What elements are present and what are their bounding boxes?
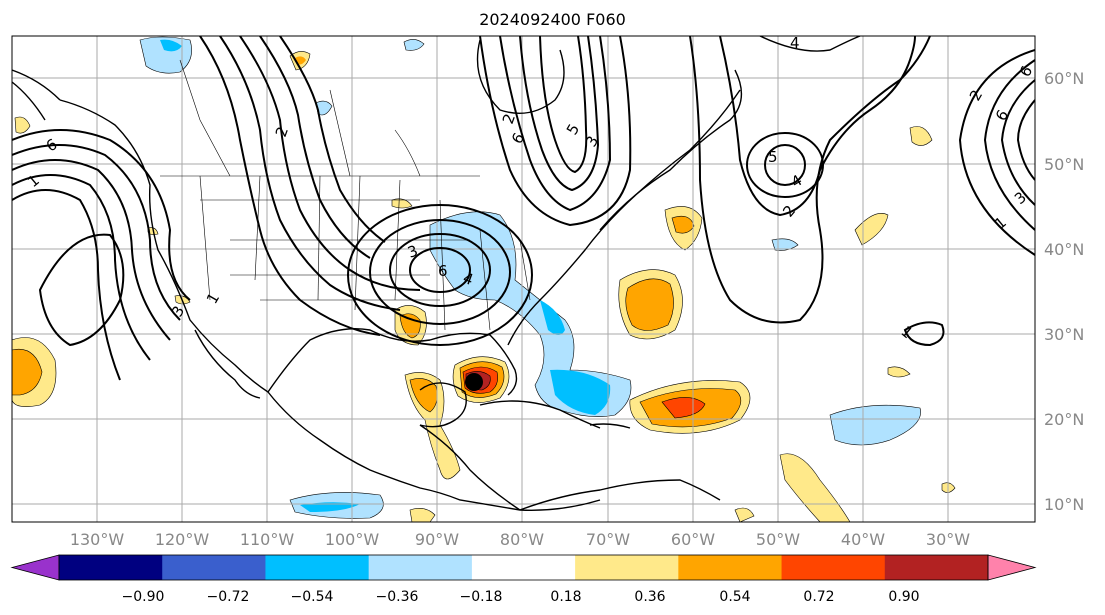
lon-label: 40°W — [841, 530, 885, 549]
borders — [160, 59, 531, 331]
colorbar-segment — [265, 555, 370, 580]
contours — [12, 36, 1035, 381]
lon-label: 120°W — [155, 530, 210, 549]
lon-label: 30°W — [926, 530, 970, 549]
lon-label: 80°W — [500, 530, 544, 549]
lon-label: 60°W — [671, 530, 715, 549]
longitude-axis: 130°W 120°W 110°W 100°W 90°W 80°W 70°W 6… — [70, 530, 970, 549]
lon-label: 50°W — [756, 530, 800, 549]
colorbar-tick: 0.36 — [634, 589, 665, 605]
latitude-axis: 10°N 20°N 30°N 40°N 50°N 60°N — [1044, 69, 1084, 514]
lat-label: 30°N — [1044, 325, 1084, 344]
colorbar-tick: −0.36 — [376, 589, 419, 605]
colorbar-segment — [471, 555, 576, 580]
map-canvas: 6 1 2 2 3 1 3 4 6 6 5 3 4 5 4 2 1 2 6 1 … — [12, 34, 1035, 522]
colorbar-segment — [884, 555, 989, 580]
colorbar-tick: −0.90 — [122, 589, 165, 605]
contour-label: 6 — [438, 262, 448, 280]
lon-label: 130°W — [70, 530, 125, 549]
map-title: 2024092400 F060 — [479, 10, 626, 29]
coastlines — [12, 36, 861, 511]
lon-label: 90°W — [415, 530, 459, 549]
colorbar-tick: −0.72 — [207, 589, 250, 605]
lon-label: 70°W — [586, 530, 630, 549]
lat-label: 50°N — [1044, 155, 1084, 174]
colorbar-tick: −0.54 — [291, 589, 334, 605]
colorbar-frame — [58, 554, 989, 581]
contour-label: 5 — [768, 148, 778, 166]
colorbar-segment — [59, 555, 163, 580]
anomaly-fills — [12, 36, 956, 522]
colorbar-extend-high — [987, 554, 1037, 581]
colorbar-tick: 0.90 — [888, 589, 919, 605]
colorbar-tick: 0.54 — [719, 589, 750, 605]
colorbar-segment — [678, 555, 783, 580]
colorbar-segment — [781, 555, 886, 580]
colorbar-tick: 0.72 — [803, 589, 834, 605]
colorbar-tick: −0.18 — [460, 589, 503, 605]
lat-label: 40°N — [1044, 240, 1084, 259]
lat-label: 20°N — [1044, 410, 1084, 429]
colorbar — [10, 554, 1037, 581]
storm-marker — [465, 373, 483, 391]
graticule — [12, 36, 1035, 522]
contour-label: 4 — [790, 34, 800, 52]
colorbar-segment — [162, 555, 266, 580]
colorbar-extend-low — [10, 554, 60, 581]
lon-label: 110°W — [240, 530, 295, 549]
map-frame — [11, 35, 1036, 523]
colorbar-segment — [368, 555, 473, 580]
lat-label: 60°N — [1044, 69, 1084, 88]
lat-label: 10°N — [1044, 495, 1084, 514]
colorbar-tick: 0.18 — [550, 589, 581, 605]
lon-label: 100°W — [325, 530, 380, 549]
colorbar-segment — [575, 555, 679, 580]
colorbar-ticks: −0.90 −0.72 −0.54 −0.36 −0.18 0.18 0.36 … — [122, 589, 920, 605]
